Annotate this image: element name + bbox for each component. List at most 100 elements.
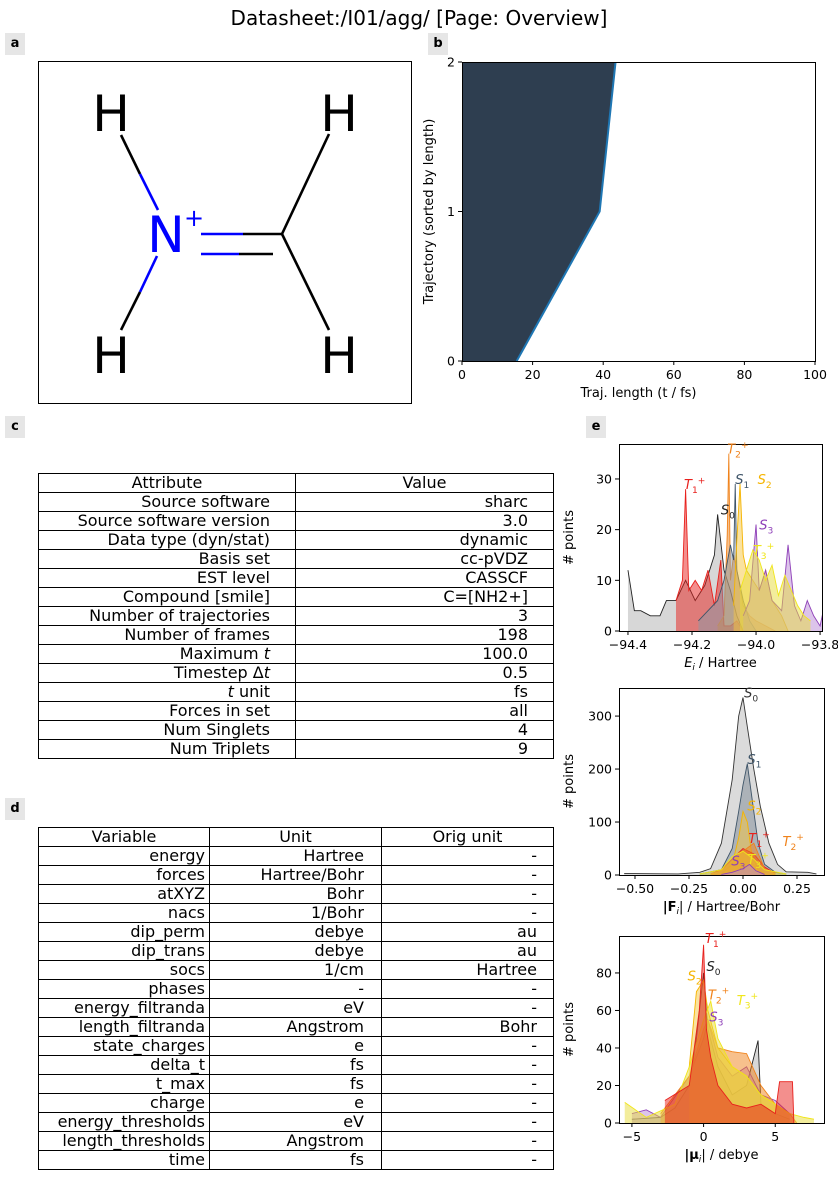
table-cell: - — [381, 979, 554, 999]
x-tick-label: 5 — [771, 1129, 779, 1144]
y-tick-label: 20 — [596, 522, 612, 537]
y-tick-label: 100 — [588, 815, 612, 830]
table-cell: - — [381, 1036, 554, 1056]
table-row: Compound [smile] C=[NH2+] — [38, 587, 554, 607]
table-row: charge e - — [38, 1093, 554, 1113]
table-cell: eV — [209, 1112, 382, 1132]
state-label: S2 — [758, 473, 772, 491]
table-row: forces Hartree/Bohr - — [38, 865, 554, 885]
state-label: T1+ — [705, 930, 726, 950]
column-header: Attribute — [38, 473, 296, 493]
table-cell: state_charges — [38, 1036, 210, 1056]
table-cell: Num Singlets — [38, 720, 296, 740]
table-cell: - — [381, 865, 554, 885]
x-tick-label: 80 — [736, 367, 752, 382]
table-cell: Source software — [38, 492, 296, 512]
table-cell: 4 — [295, 720, 554, 740]
table-cell: atXYZ — [38, 884, 210, 904]
table-row: energy_filtranda eV - — [38, 998, 554, 1018]
atom-n: N — [147, 206, 184, 264]
state-label: S1 — [747, 753, 761, 771]
panel-label-b: b — [428, 33, 448, 55]
table-row: t_max fs - — [38, 1074, 554, 1094]
table-cell: Hartree/Bohr — [209, 865, 382, 885]
table-row: Num Singlets 4 — [38, 720, 554, 740]
series-line — [699, 763, 787, 875]
state-label: T1+ — [748, 830, 769, 850]
table-row: length_filtranda Angstrom Bohr — [38, 1017, 554, 1037]
panel-label-e: e — [586, 416, 606, 438]
table-row: dip_perm debye au — [38, 922, 554, 942]
table-row: Basis set cc-pVDZ — [38, 549, 554, 569]
table-cell: t_max — [38, 1074, 210, 1094]
molecule-frame — [38, 61, 412, 404]
y-tick-label: 0 — [604, 1116, 612, 1131]
state-label: S2 — [688, 969, 702, 987]
x-axis-label: |Fi| / Hartree/Bohr — [663, 900, 781, 917]
table-cell: fs — [209, 1150, 382, 1170]
axes-frame — [619, 444, 823, 632]
table-row: energy Hartree - — [38, 846, 554, 866]
y-tick-label: 0 — [604, 624, 612, 639]
table-cell: - — [381, 1150, 554, 1170]
chart-force-hist: −0.50 −0.25 0.00 0.25 0 100 200 300 |Fi| / Hartr… — [562, 687, 825, 917]
column-header: Value — [295, 473, 554, 493]
x-axis-label: Ei / Hartree — [684, 656, 757, 673]
series-fill — [664, 944, 794, 1123]
area-fill — [462, 62, 815, 361]
table-cell: au — [381, 941, 554, 961]
atom-h: H — [92, 85, 130, 143]
table-cell: energy_thresholds — [38, 1112, 210, 1132]
x-tick-label: −94.2 — [673, 637, 711, 652]
chart-energy-hist: −94.4 −94.2 −94.0 −93.8 0 10 20 30 Ei / Hartree #… — [562, 441, 838, 673]
series-fill — [740, 549, 811, 631]
state-label: S3 — [731, 854, 745, 872]
x-tick-label: −5 — [623, 1129, 641, 1144]
bond-h-n-upper-n — [138, 173, 160, 211]
table-cell: EST level — [38, 568, 296, 588]
table-cell: phases — [38, 979, 210, 999]
y-tick-label: 300 — [588, 709, 612, 724]
table-header-row: Attribute Value — [38, 473, 554, 493]
table-row: Source software sharc — [38, 492, 554, 512]
table-cell: Source software version — [38, 511, 296, 531]
table-cell: Num Triplets — [38, 739, 296, 759]
table-cell: - — [381, 1055, 554, 1075]
table-cell: Timestep Δt — [38, 663, 296, 683]
table-cell: - — [381, 1112, 554, 1132]
table-cell: - — [381, 903, 554, 923]
table-cell: e — [209, 1036, 382, 1056]
y-axis-label: # points — [562, 1002, 577, 1057]
table-row: Timestep Δt 0.5 — [38, 663, 554, 683]
y-tick-label: 0 — [604, 868, 612, 883]
x-tick-label: 0.25 — [783, 881, 811, 896]
table-cell: debye — [209, 941, 382, 961]
table-cell: dynamic — [295, 530, 554, 550]
x-tick-label: 20 — [525, 367, 541, 382]
table-cell: - — [381, 998, 554, 1018]
table-cell: time — [38, 1150, 210, 1170]
series-fill — [675, 489, 750, 631]
table-cell: Hartree — [209, 846, 382, 866]
table-cell: Data type (dyn/stat) — [38, 530, 296, 550]
table-row: socs 1/cm Hartree — [38, 960, 554, 980]
attributes-table: Attribute Value Source software sharc Source… — [38, 473, 554, 759]
table-cell: 9 — [295, 739, 554, 759]
state-label: S0 — [744, 687, 758, 705]
table-cell: Bohr — [209, 884, 382, 904]
table-row: delta_t fs - — [38, 1055, 554, 1075]
table-cell: all — [295, 701, 554, 721]
x-tick-label: 40 — [595, 367, 611, 382]
table-row: phases - - — [38, 979, 554, 999]
panel-label-c: c — [5, 416, 25, 438]
table-cell: Forces in set — [38, 701, 296, 721]
state-label: T2+ — [708, 987, 729, 1007]
table-cell: - — [381, 1131, 554, 1151]
y-tick-label: 1 — [447, 204, 455, 219]
table-cell: Maximum t — [38, 644, 296, 664]
table-cell: dip_trans — [38, 941, 210, 961]
plot-area — [624, 697, 817, 875]
state-label: T2+ — [727, 441, 748, 461]
table-row: length_thresholds Angstrom - — [38, 1131, 554, 1151]
table-cell: length_filtranda — [38, 1017, 210, 1037]
